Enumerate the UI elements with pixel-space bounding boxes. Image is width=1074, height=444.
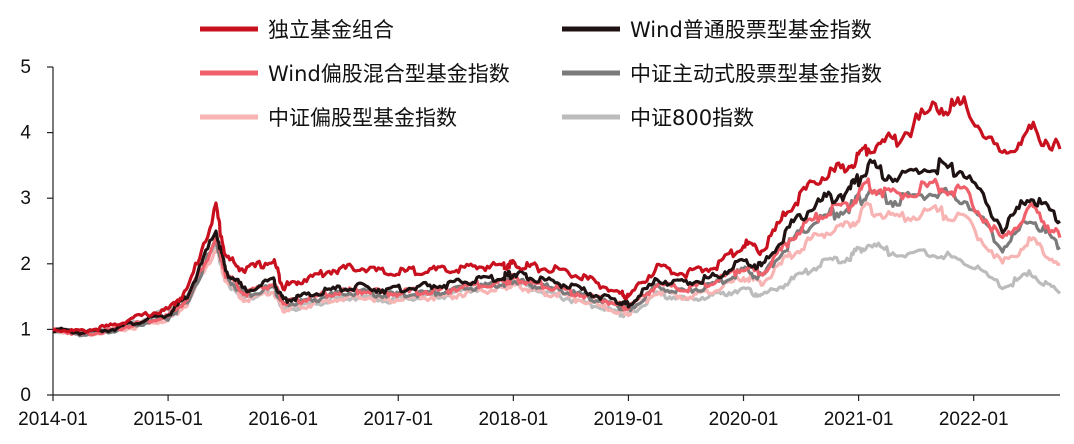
series-line-3 [52,186,1061,338]
legend-label-0: 独立基金组合 [268,18,394,42]
legend-label-1: Wind普通股票型基金指数 [630,18,872,42]
legend: 独立基金组合 Wind普通股票型基金指数 Wind偏股混合型基金指数 中证主动式股票型… [200,18,882,130]
x-tick-label: 2020-01 [709,409,779,430]
y-tick-label: 2 [20,254,31,275]
x-tick-label: 2018-01 [478,409,548,430]
legend-label-3: 中证主动式股票型基金指数 [630,62,882,86]
x-tick-label: 2021-01 [824,409,894,430]
legend-label-4: 中证偏股型基金指数 [268,106,457,130]
y-tick-label: 1 [20,319,31,340]
chart-axes: 0 1 2 3 4 5 2014-01 2015-01 2016-01 2017-01 2018-0… [18,57,1060,430]
legend-label-5: 中证800指数 [630,106,754,130]
y-tick-label: 5 [20,57,31,78]
x-tick-label: 2022-01 [939,409,1009,430]
series-line-0 [52,95,1062,334]
x-tick-label: 2015-01 [133,409,203,430]
series-lines [52,95,1062,338]
y-tick-label: 3 [20,188,31,209]
x-tick-label: 2016-01 [248,409,318,430]
x-tick-label: 2017-01 [363,409,433,430]
series-line-1 [52,157,1061,336]
legend-label-2: Wind偏股混合型基金指数 [268,62,510,86]
x-tick-label: 2019-01 [594,409,664,430]
x-tick-label: 2014-01 [18,409,88,430]
y-tick-label: 0 [20,385,31,406]
y-tick-label: 4 [20,123,31,144]
